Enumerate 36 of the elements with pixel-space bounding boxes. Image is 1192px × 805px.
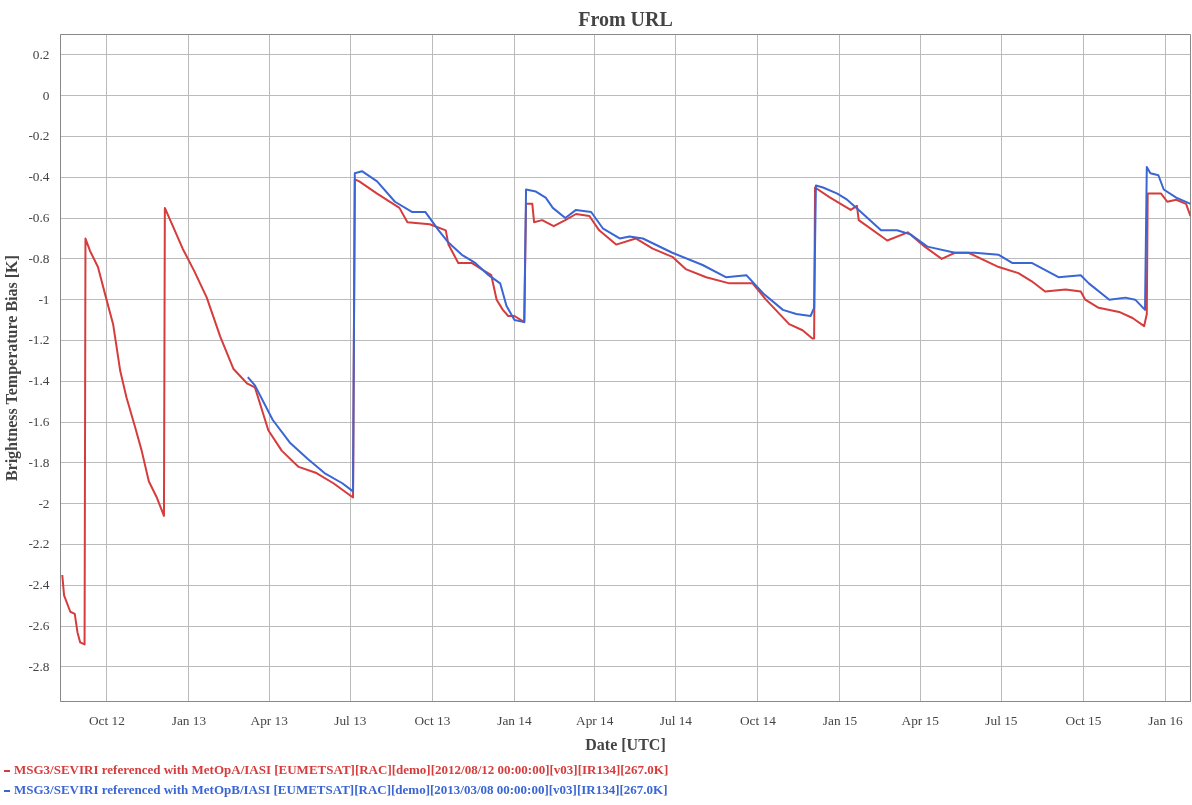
x-axis-title: Date [UTC] bbox=[585, 735, 666, 753]
y-tick-label: -1.4 bbox=[28, 373, 50, 389]
x-tick-label: Apr 14 bbox=[576, 712, 614, 728]
y-tick-label: -2 bbox=[38, 495, 50, 511]
y-tick-label: -1.6 bbox=[28, 414, 50, 430]
y-tick-label: -0.8 bbox=[28, 250, 50, 266]
x-tick-label: Oct 12 bbox=[88, 712, 125, 728]
x-tick-label: Jan 13 bbox=[171, 712, 207, 728]
x-tick-label: Apr 15 bbox=[901, 712, 940, 728]
x-tick-label: Jan 16 bbox=[1148, 712, 1184, 728]
y-tick-label: -0.4 bbox=[28, 169, 50, 185]
chart-title: From URL bbox=[578, 7, 673, 30]
y-tick-label: 0.2 bbox=[32, 46, 50, 62]
y-axis-title: Brightness Temperature Bias [K] bbox=[3, 255, 22, 482]
x-tick-label: Apr 13 bbox=[250, 712, 289, 728]
y-tick-label: -0.6 bbox=[28, 210, 50, 226]
x-tick-label: Jan 14 bbox=[497, 712, 533, 728]
x-tick-label: Jul 13 bbox=[334, 712, 367, 728]
y-tick-label: -2.2 bbox=[28, 536, 50, 552]
y-tick-label: -2.6 bbox=[28, 618, 50, 634]
y-tick-label: 0 bbox=[42, 87, 50, 103]
x-tick-label: Oct 14 bbox=[739, 712, 777, 728]
x-tick-label: Oct 13 bbox=[414, 712, 451, 728]
y-tick-label: -1.8 bbox=[28, 454, 50, 470]
legend-label: MSG3/SEVIRI referenced with MetOpA/IASI [EUMETSAT][RAC][demo][2012/08/12 00:00:00][v03][IR134][267.0K] bbox=[13, 761, 669, 779]
y-tick-label: -1.2 bbox=[28, 332, 50, 348]
x-tick-label: Jul 15 bbox=[985, 712, 1018, 728]
y-tick-label: -1 bbox=[38, 291, 50, 307]
line-series bbox=[246, 166, 1191, 493]
legend-label: MSG3/SEVIRI referenced with MetOpB/IASI [EUMETSAT][RAC][demo][2013/03/08 00:00:00][v03][IR134][267.0K] bbox=[13, 781, 669, 799]
y-tick-label: -2.8 bbox=[28, 658, 50, 674]
y-tick-label: -0.2 bbox=[28, 128, 50, 144]
x-tick-label: Jan 15 bbox=[822, 712, 858, 728]
x-tick-label: Jul 14 bbox=[659, 712, 693, 728]
x-tick-label: Oct 15 bbox=[1065, 712, 1102, 728]
y-tick-label: -2.4 bbox=[28, 577, 50, 593]
